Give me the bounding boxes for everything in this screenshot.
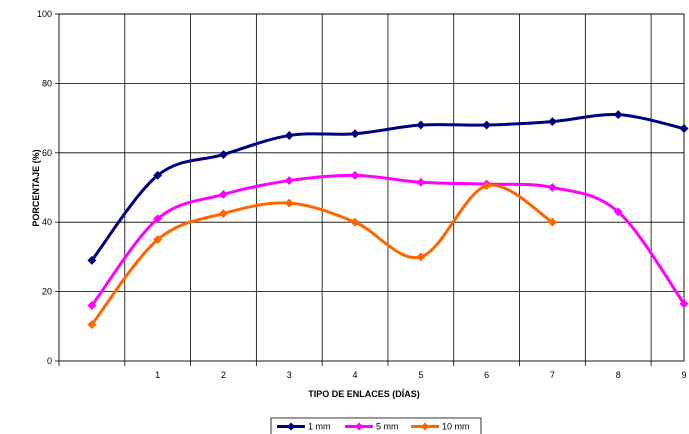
series-1 [87, 170, 689, 311]
x-tick-label: 3 [287, 370, 292, 380]
y-tick-label: 0 [47, 356, 52, 366]
y-tick-label: 100 [37, 9, 52, 19]
series-line [90, 113, 685, 262]
series-line [90, 173, 686, 307]
legend-item: 5 mm [345, 422, 399, 432]
data-point [284, 176, 294, 186]
data-point [87, 320, 97, 330]
legend-label: 10 mm [442, 422, 470, 432]
y-tick-labels: 0 20 40 60 80 100 [37, 9, 52, 366]
x-tick-labels: 1 2 3 4 5 6 7 8 9 [155, 370, 686, 380]
x-axis-title: TIPO DE ENLACES (DÍAS) [308, 389, 420, 399]
legend-label: 5 mm [376, 422, 399, 432]
x-tick-label: 9 [681, 370, 686, 380]
data-point [284, 198, 294, 208]
y-tick-label: 80 [42, 78, 52, 88]
data-point [218, 208, 229, 219]
x-tick-label: 1 [155, 370, 160, 380]
y-tick-label: 60 [42, 148, 52, 158]
legend-item: 10 mm [411, 422, 470, 432]
legend-item: 1 mm [277, 422, 331, 432]
data-point [679, 123, 689, 134]
data-point [416, 177, 426, 187]
series-0 [87, 110, 689, 265]
data-point [218, 189, 229, 199]
x-tick-label: 2 [221, 370, 226, 380]
data-point [87, 300, 97, 311]
data-point [613, 110, 623, 120]
data-point [350, 170, 360, 180]
x-tick-label: 5 [418, 370, 423, 380]
series-layer [87, 110, 689, 330]
legend-marker [421, 422, 429, 431]
legend-label: 1 mm [308, 422, 331, 432]
x-tick-label: 4 [353, 370, 358, 380]
data-point [547, 117, 557, 127]
axes [55, 13, 685, 366]
legend-box [270, 417, 482, 434]
legend-marker [355, 422, 363, 431]
data-point [482, 120, 492, 130]
data-point [218, 149, 229, 160]
data-point [153, 234, 163, 245]
data-point [284, 130, 294, 141]
data-point [679, 299, 689, 309]
data-point [613, 207, 623, 217]
data-point [87, 255, 97, 265]
grid-lines [59, 13, 684, 361]
data-point [350, 217, 360, 227]
data-point [416, 120, 426, 130]
series-2 [87, 181, 557, 330]
legend: 1 mm 5 mm 10 mm [270, 417, 482, 434]
data-point [416, 252, 426, 262]
y-tick-label: 40 [42, 217, 52, 227]
data-point [482, 181, 492, 191]
y-tick-label: 20 [42, 287, 52, 297]
data-point [153, 170, 163, 180]
data-point [153, 214, 163, 224]
x-tick-label: 6 [484, 370, 489, 380]
data-point [547, 217, 557, 227]
plot-area-frame [58, 13, 685, 362]
x-tick-label: 8 [616, 370, 621, 380]
legend-marker [287, 422, 295, 431]
y-axis-title: PORCENTAJE (%) [31, 149, 41, 226]
data-point [547, 182, 557, 193]
data-point [350, 129, 360, 139]
x-tick-label: 7 [550, 370, 555, 380]
